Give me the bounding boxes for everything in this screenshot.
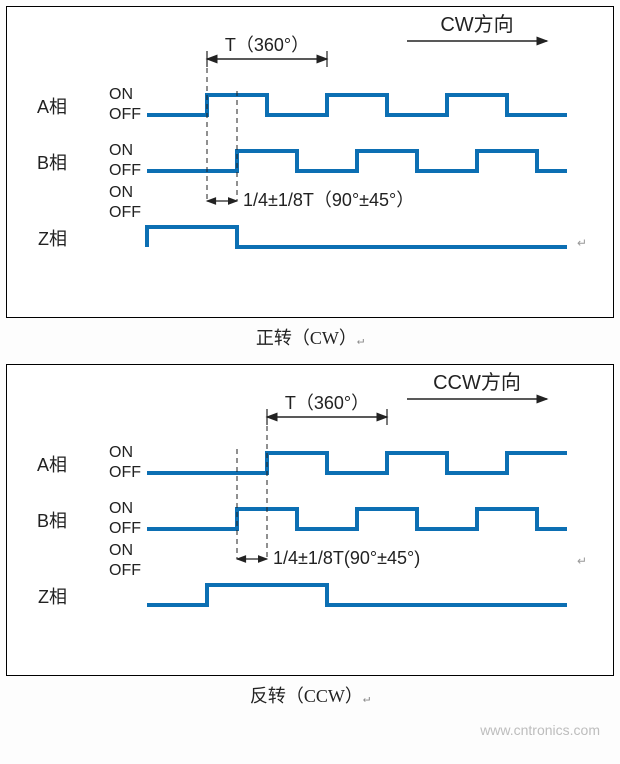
svg-text:ON: ON — [109, 142, 133, 159]
svg-text:B相: B相 — [37, 153, 67, 173]
svg-text:A相: A相 — [37, 455, 67, 475]
svg-text:ON: ON — [109, 444, 133, 461]
ccw-caption: 反转（CCW）↵ — [0, 682, 620, 708]
cw-caption-text: 正转（CW） — [256, 328, 357, 348]
svg-text:T（360°）: T（360°） — [225, 35, 309, 55]
svg-text:OFF: OFF — [109, 162, 141, 179]
watermark: www.cntronics.com — [0, 722, 620, 738]
svg-text:ON: ON — [109, 542, 133, 559]
svg-text:OFF: OFF — [109, 464, 141, 481]
svg-text:1/4±1/8T(90°±45°): 1/4±1/8T(90°±45°) — [273, 548, 420, 568]
cw-svg: CW方向 T（360°） A相 ON OFF B相 ON OFF ON OFF Z相 1/4±1/8T… — [7, 7, 603, 317]
svg-text:CCW方向: CCW方向 — [433, 371, 521, 394]
svg-text:ON: ON — [109, 500, 133, 517]
svg-text:CW方向: CW方向 — [440, 13, 513, 36]
svg-text:OFF: OFF — [109, 204, 141, 221]
svg-text:Z相: Z相 — [38, 587, 67, 607]
svg-text:ON: ON — [109, 184, 133, 201]
svg-text:A相: A相 — [37, 97, 67, 117]
ccw-caption-text: 反转（CCW） — [250, 686, 363, 706]
cw-caption: 正转（CW）↵ — [0, 324, 620, 350]
svg-text:OFF: OFF — [109, 520, 141, 537]
ccw-svg: CCW方向 T（360°） A相 ON OFF B相 ON OFF ON OFF Z相 1/4±1/8… — [7, 365, 603, 675]
svg-text:OFF: OFF — [109, 106, 141, 123]
svg-text:B相: B相 — [37, 511, 67, 531]
cr-icon: ↵ — [357, 333, 364, 347]
svg-text:OFF: OFF — [109, 562, 141, 579]
svg-text:1/4±1/8T（90°±45°）: 1/4±1/8T（90°±45°） — [243, 190, 414, 210]
ccw-diagram: CCW方向 T（360°） A相 ON OFF B相 ON OFF ON OFF Z相 1/4±1/8… — [6, 364, 614, 676]
svg-text:Z相: Z相 — [38, 229, 67, 249]
svg-text:↵: ↵ — [577, 236, 587, 250]
cr-icon: ↵ — [363, 691, 370, 705]
cw-diagram: CW方向 T（360°） A相 ON OFF B相 ON OFF ON OFF Z相 1/4±1/8T… — [6, 6, 614, 318]
svg-text:↵: ↵ — [577, 554, 587, 568]
svg-text:T（360°）: T（360°） — [285, 393, 369, 413]
svg-text:ON: ON — [109, 86, 133, 103]
